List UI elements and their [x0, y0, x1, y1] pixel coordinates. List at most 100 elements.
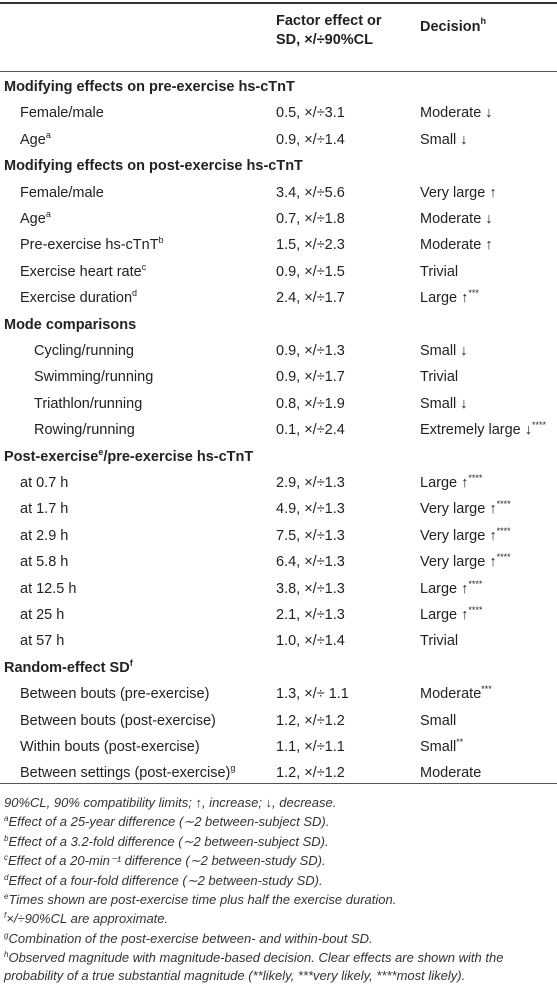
factor-effect-cell: 2.1, ×/÷1.3: [276, 607, 345, 623]
decision-cell: Trivial: [420, 364, 458, 390]
table-row: Within bouts (post-exercise) 1.1, ×/÷1.1 S…: [0, 734, 557, 760]
row-label: Agea: [20, 127, 51, 153]
row-label: at 1.7 h: [20, 496, 68, 522]
footnote-mark: h: [4, 950, 9, 960]
row-label-text: Exercise duration: [20, 290, 133, 307]
header-factor-effect: Factor effect or SD, ×/÷90%CL: [276, 12, 382, 50]
decision-text: Extremely large ↓: [420, 422, 533, 439]
footnote-mark: e: [4, 892, 9, 901]
decision-cell: Small: [420, 708, 456, 734]
decision-text: Large ↑: [420, 475, 469, 491]
decision-probability-sup: ****: [532, 420, 547, 431]
row-label: Exercise heart ratec: [20, 259, 146, 285]
top-rule: [0, 2, 557, 4]
row-label-sup: a: [45, 209, 51, 219]
decision-probability-sup: ****: [468, 578, 483, 589]
factor-effect-cell: 0.9, ×/÷1.3: [276, 343, 345, 359]
row-label: at 2.9 h: [20, 523, 68, 549]
table-row: Pre-exercise hs-cTnTb 1.5, ×/÷2.3 Moderate…: [0, 232, 557, 258]
footnote-text: Combination of the post-exercise between…: [8, 930, 373, 946]
decision-cell: Large ↑***: [420, 285, 479, 311]
row-label-text-cont: /pre-exercise hs-cTnT: [103, 448, 254, 465]
factor-effect-cell: 2.9, ×/÷1.3: [276, 475, 345, 491]
footnote-text: Effect of a 3.2-fold difference (∼2 betw…: [8, 833, 329, 849]
factor-effect-cell: 1.2, ×/÷1.2: [276, 765, 345, 782]
decision-text: Small: [420, 712, 457, 729]
factor-effect-cell: 2.4, ×/÷1.7: [276, 290, 345, 307]
decision-probability-sup: ****: [468, 473, 483, 483]
row-label-text: at 25 h: [20, 607, 65, 623]
footnote: eTimes shown are post-exercise time plus…: [4, 891, 556, 909]
factor-effect-cell: 1.1, ×/÷1.1: [276, 739, 345, 755]
footnote-text: Times shown are post-exercise time plus …: [8, 892, 397, 907]
decision-text: Large ↑: [420, 290, 469, 307]
decision-text: Very large ↑: [420, 184, 497, 201]
row-label-text: at 1.7 h: [20, 501, 69, 518]
decision-probability-sup: ****: [496, 552, 511, 563]
row-label-sup: b: [158, 235, 164, 246]
decision-text: Very large ↑: [420, 527, 497, 544]
decision-text: Small: [420, 739, 457, 755]
row-label: at 25 h: [20, 602, 64, 628]
table-row: Rowing/running 0.1, ×/÷2.4 Extremely large…: [0, 417, 557, 443]
row-label-sup: d: [132, 288, 138, 299]
factor-effect-cell: 0.5, ×/÷3.1: [276, 105, 345, 122]
factor-effect-cell: 0.1, ×/÷2.4: [276, 422, 345, 439]
decision-text: Large ↑: [420, 607, 469, 623]
footnote-mark: a: [4, 814, 9, 824]
factor-effect-cell: 0.9, ×/÷1.4: [276, 131, 345, 148]
footnote: f×/÷90%CL are approximate.: [4, 910, 556, 928]
table-row: Cycling/running 0.9, ×/÷1.3 Small ↓: [0, 338, 557, 364]
decision-text: Moderate: [420, 765, 482, 782]
row-label: Pre-exercise hs-cTnTb: [20, 232, 164, 258]
row-label: Female/male: [20, 100, 104, 126]
decision-text: Small ↓: [420, 343, 468, 359]
factor-effect-cell: 3.8, ×/÷1.3: [276, 580, 345, 597]
footnote-text: Effect of a four-fold difference (∼2 bet…: [8, 872, 323, 888]
row-label-text: Age: [20, 131, 46, 148]
footnote: hObserved magnitude with magnitude-based…: [4, 949, 556, 985]
footnote: aEffect of a 25-year difference (∼2 betw…: [4, 813, 556, 831]
decision-text: Moderate ↓: [420, 105, 493, 122]
table-row: at 25 h 2.1, ×/÷1.3 Large ↑****: [0, 602, 557, 628]
footnote: cEffect of a 20-min⁻¹ difference (∼2 bet…: [4, 852, 556, 870]
footnote-text: Effect of a 25-year difference (∼2 betwe…: [8, 814, 330, 830]
row-label: at 0.7 h: [20, 470, 68, 496]
decision-probability-sup: ***: [468, 288, 479, 299]
factor-effect-cell: 4.9, ×/÷1.3: [276, 501, 345, 518]
decision-cell: Trivial: [420, 259, 458, 285]
row-label-text: Within bouts (post-exercise): [20, 739, 200, 755]
row-label: Triathlon/running: [34, 391, 142, 417]
table-row: Between bouts (post-exercise) 1.2, ×/÷1.2…: [0, 708, 557, 734]
decision-cell: Very large ↑****: [420, 549, 511, 575]
row-label-text: at 57 h: [20, 633, 65, 650]
row-label-text: Random-effect SD: [4, 659, 130, 676]
footnote-text: Effect of a 20-min⁻¹ difference (∼2 betw…: [8, 853, 326, 869]
decision-cell: Moderate***: [420, 681, 492, 707]
row-label-text: at 2.9 h: [20, 527, 69, 544]
decision-probability-sup: ****: [496, 525, 511, 536]
decision-cell: Moderate ↓: [420, 206, 493, 232]
footnote-text: Observed magnitude with magnitude-based …: [4, 950, 504, 984]
decision-cell: Large ↑****: [420, 602, 482, 628]
table-row: at 12.5 h 3.8, ×/÷1.3 Large ↑****: [0, 576, 557, 602]
decision-probability-sup: ****: [468, 605, 483, 615]
header-decision-label: Decision: [420, 19, 481, 35]
factor-effect-cell: 1.2, ×/÷1.2: [276, 712, 345, 729]
decision-cell: Very large ↑****: [420, 523, 511, 549]
decision-text: Trivial: [420, 369, 459, 386]
row-label-sup: e: [98, 446, 104, 457]
decision-text: Trivial: [420, 633, 459, 650]
decision-text: Very large ↑: [420, 501, 497, 518]
footnote: 90%CL, 90% compatibility limits; ↑, incr…: [4, 794, 556, 812]
decision-text: Large ↑: [420, 580, 469, 597]
table-row: Exercise durationd 2.4, ×/÷1.7 Large ↑***: [0, 285, 557, 311]
row-label-text: Pre-exercise hs-cTnT: [20, 237, 159, 254]
decision-cell: Moderate ↓: [420, 100, 493, 126]
decision-cell: Large ↑****: [420, 470, 482, 496]
decision-probability-sup: ****: [496, 499, 511, 510]
factor-effect-cell: 1.0, ×/÷1.4: [276, 633, 345, 650]
row-label: Between settings (post-exercise)g: [20, 760, 235, 786]
footnote: dEffect of a four-fold difference (∼2 be…: [4, 872, 556, 890]
factor-effect-cell: 0.8, ×/÷1.9: [276, 395, 345, 412]
